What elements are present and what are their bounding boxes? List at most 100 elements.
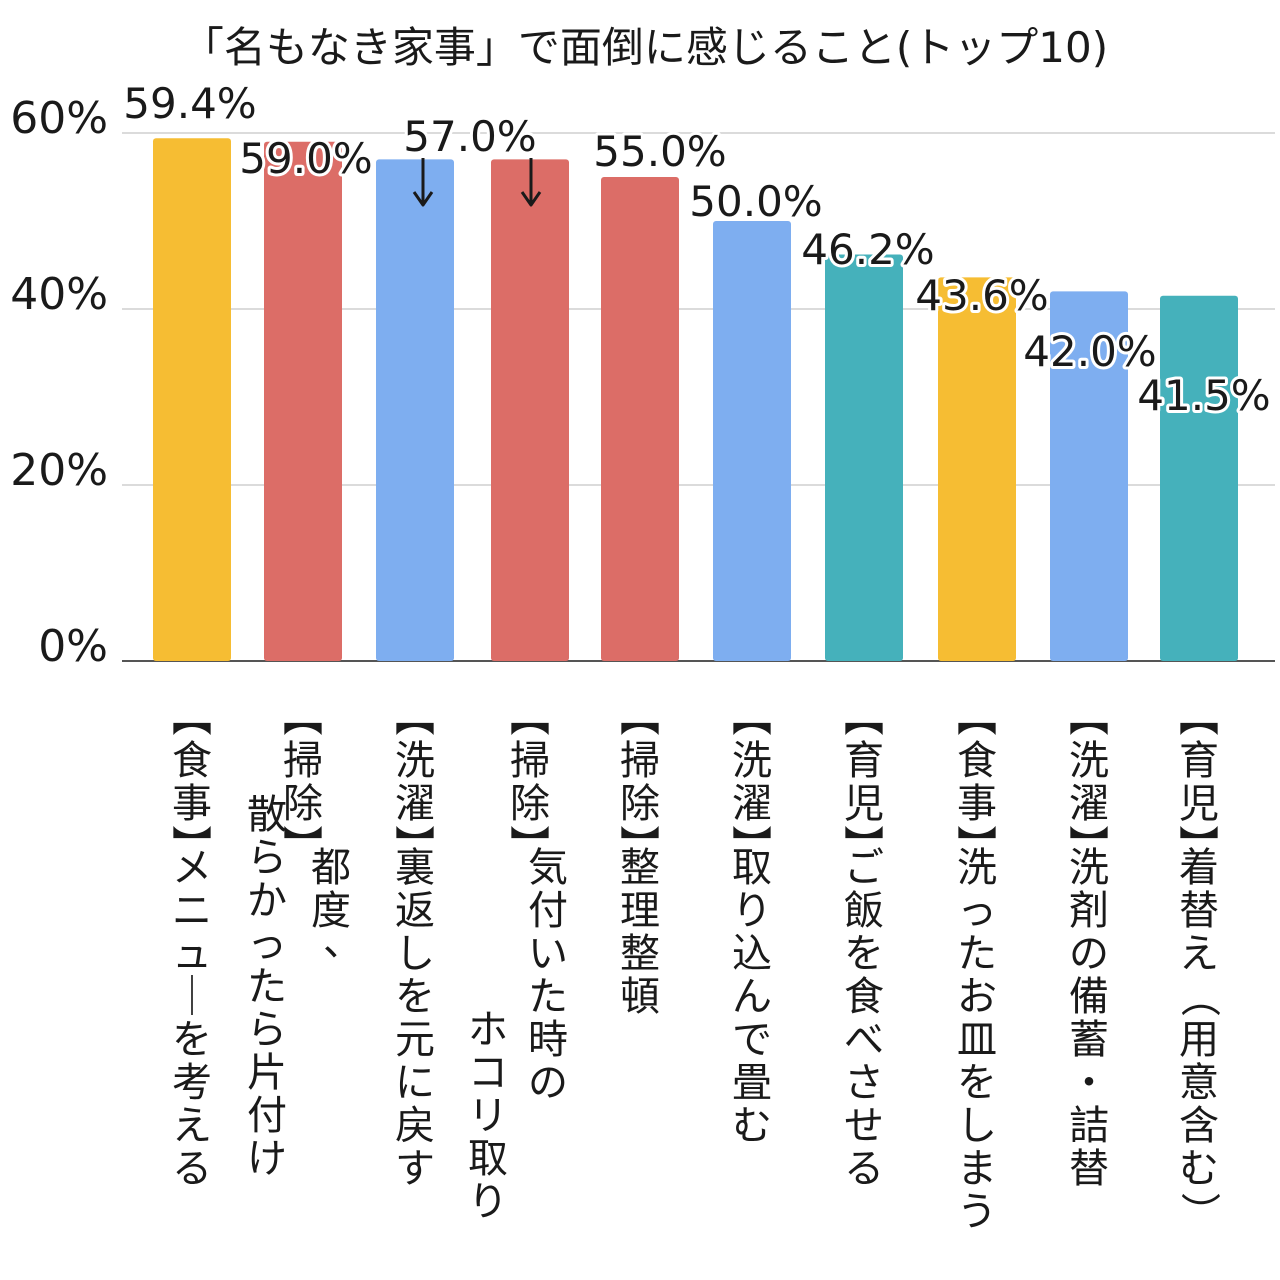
category-item-label: 理 xyxy=(620,888,660,934)
category-item-label: ュ xyxy=(172,931,212,977)
category-group-label: ︻ xyxy=(732,695,772,741)
category-item-label: 替 xyxy=(1179,888,1219,934)
category-group-label: 洗 xyxy=(1069,738,1109,784)
category-group-label: 事 xyxy=(172,781,212,827)
category-group-label: ︻ xyxy=(620,695,660,741)
category-item-label: り xyxy=(468,1179,508,1225)
category-item-label: せ xyxy=(844,1103,884,1149)
label-arrows xyxy=(412,158,542,207)
category-item-label: 片 xyxy=(247,1050,287,1096)
category-item-label: 度 xyxy=(311,888,351,934)
category-item-label: 裏 xyxy=(395,845,435,891)
category-item-label: え xyxy=(1179,931,1219,977)
category-item-label: 洗 xyxy=(957,845,997,891)
category-item-label: を xyxy=(844,931,884,977)
category-item-label: し xyxy=(957,1103,997,1149)
category-group-label: ︼ xyxy=(172,824,212,870)
category-item-label: 都 xyxy=(311,845,351,891)
data-label: 50.0% xyxy=(689,177,822,226)
category-item-label: む xyxy=(1179,1146,1219,1192)
category-item-label: ） xyxy=(1176,1192,1222,1232)
category-item-label: 飯 xyxy=(844,888,884,934)
category-group-label: 除 xyxy=(510,781,550,827)
category-item-label: す xyxy=(395,1146,435,1192)
category-group-label: 育 xyxy=(1179,738,1219,784)
data-label: 55.0% xyxy=(593,127,726,176)
category-group-label: 濯 xyxy=(732,781,772,827)
category-item-label: し xyxy=(395,931,435,977)
category-item-label: え xyxy=(172,1103,212,1149)
category-item-label: い xyxy=(528,931,568,977)
category-item-label: に xyxy=(395,1060,435,1106)
category-group-label: 児 xyxy=(844,781,884,827)
data-label: 59.0% xyxy=(239,134,372,183)
category-item-label: の xyxy=(1069,931,1109,977)
category-item-label: ｜ xyxy=(172,974,212,1020)
category-item-label: ・ xyxy=(1069,1060,1109,1106)
data-label: 42.0% xyxy=(1023,327,1156,376)
data-labels: 59.4% 59.0% 57.0% 55.0%50.0%46.2%43.6% 42.0%… xyxy=(120,76,1273,423)
data-label: 43.6% xyxy=(915,271,1048,320)
category-group-label: ︼ xyxy=(620,824,660,870)
category-item-label: 戻 xyxy=(395,1103,435,1149)
category-item-label: 気 xyxy=(528,845,568,891)
category-item-label: コ xyxy=(468,1050,508,1096)
category-group-label: 育 xyxy=(844,738,884,784)
category-item-label: た xyxy=(528,974,568,1020)
category-group-label: 掃 xyxy=(510,738,550,784)
bar xyxy=(1050,291,1128,661)
category-group-label: 洗 xyxy=(395,738,435,784)
y-tick-label: 20% xyxy=(10,445,108,496)
y-tick-label: 0% xyxy=(38,621,108,672)
arrow-head xyxy=(520,191,542,207)
category-item-label: 取 xyxy=(468,1136,508,1182)
category-group-label: ︻ xyxy=(957,695,997,741)
category-item-label: た xyxy=(957,931,997,977)
category-item-label: ん xyxy=(732,974,772,1020)
category-item-label: り xyxy=(732,888,772,934)
category-item-label: っ xyxy=(957,888,997,934)
category-item-label: 備 xyxy=(1069,974,1109,1020)
category-group-label: 事 xyxy=(957,781,997,827)
category-group-label: 掃 xyxy=(283,738,323,784)
category-item-label: 洗 xyxy=(1069,845,1109,891)
category-group-label: ︻ xyxy=(1069,695,1109,741)
category-item-label: 蓄 xyxy=(1069,1017,1109,1063)
category-group-label: 食 xyxy=(957,738,997,784)
category-item-label: 取 xyxy=(732,845,772,891)
category-item-label: む xyxy=(732,1103,772,1149)
category-group-label: 濯 xyxy=(1069,781,1109,827)
bar xyxy=(264,141,342,662)
category-item-label: で xyxy=(732,1017,772,1063)
data-label: 46.2% xyxy=(801,225,934,274)
category-item-label: 頓 xyxy=(620,974,660,1020)
category-labels: ︻食事︼メニュ｜を考える︻掃除︼都度、散らかったら片付け︻洗濯︼裏返しを元に戻す… xyxy=(172,695,1222,1235)
category-item-label: ま xyxy=(957,1146,997,1192)
category-item-label: 詰 xyxy=(1069,1103,1109,1149)
category-item-label: か xyxy=(247,878,287,924)
category-item-label: 皿 xyxy=(957,1017,997,1063)
category-group-label: ︻ xyxy=(172,695,212,741)
category-group-label: ︼ xyxy=(732,824,772,870)
category-item-label: べ xyxy=(844,1017,884,1063)
y-axis: 0% 20% 40% 60% xyxy=(10,93,108,672)
bars xyxy=(153,138,1238,662)
category-item-label: を xyxy=(395,974,435,1020)
category-group-label: 洗 xyxy=(732,738,772,784)
bar xyxy=(825,254,903,661)
category-item-label: 返 xyxy=(395,888,435,934)
data-label: 59.4% xyxy=(123,79,256,128)
bar xyxy=(601,177,679,661)
category-item-label: お xyxy=(957,974,997,1020)
category-item-label: さ xyxy=(844,1060,884,1106)
y-tick-label: 60% xyxy=(10,93,108,144)
category-item-label: 込 xyxy=(732,931,772,977)
bar xyxy=(153,138,231,661)
category-item-label: 元 xyxy=(395,1017,435,1063)
category-item-label: 付 xyxy=(528,888,568,934)
category-item-label: 剤 xyxy=(1069,888,1109,934)
category-group-label: 食 xyxy=(172,738,212,784)
category-item-label: 、 xyxy=(323,919,363,965)
bar xyxy=(938,277,1016,661)
